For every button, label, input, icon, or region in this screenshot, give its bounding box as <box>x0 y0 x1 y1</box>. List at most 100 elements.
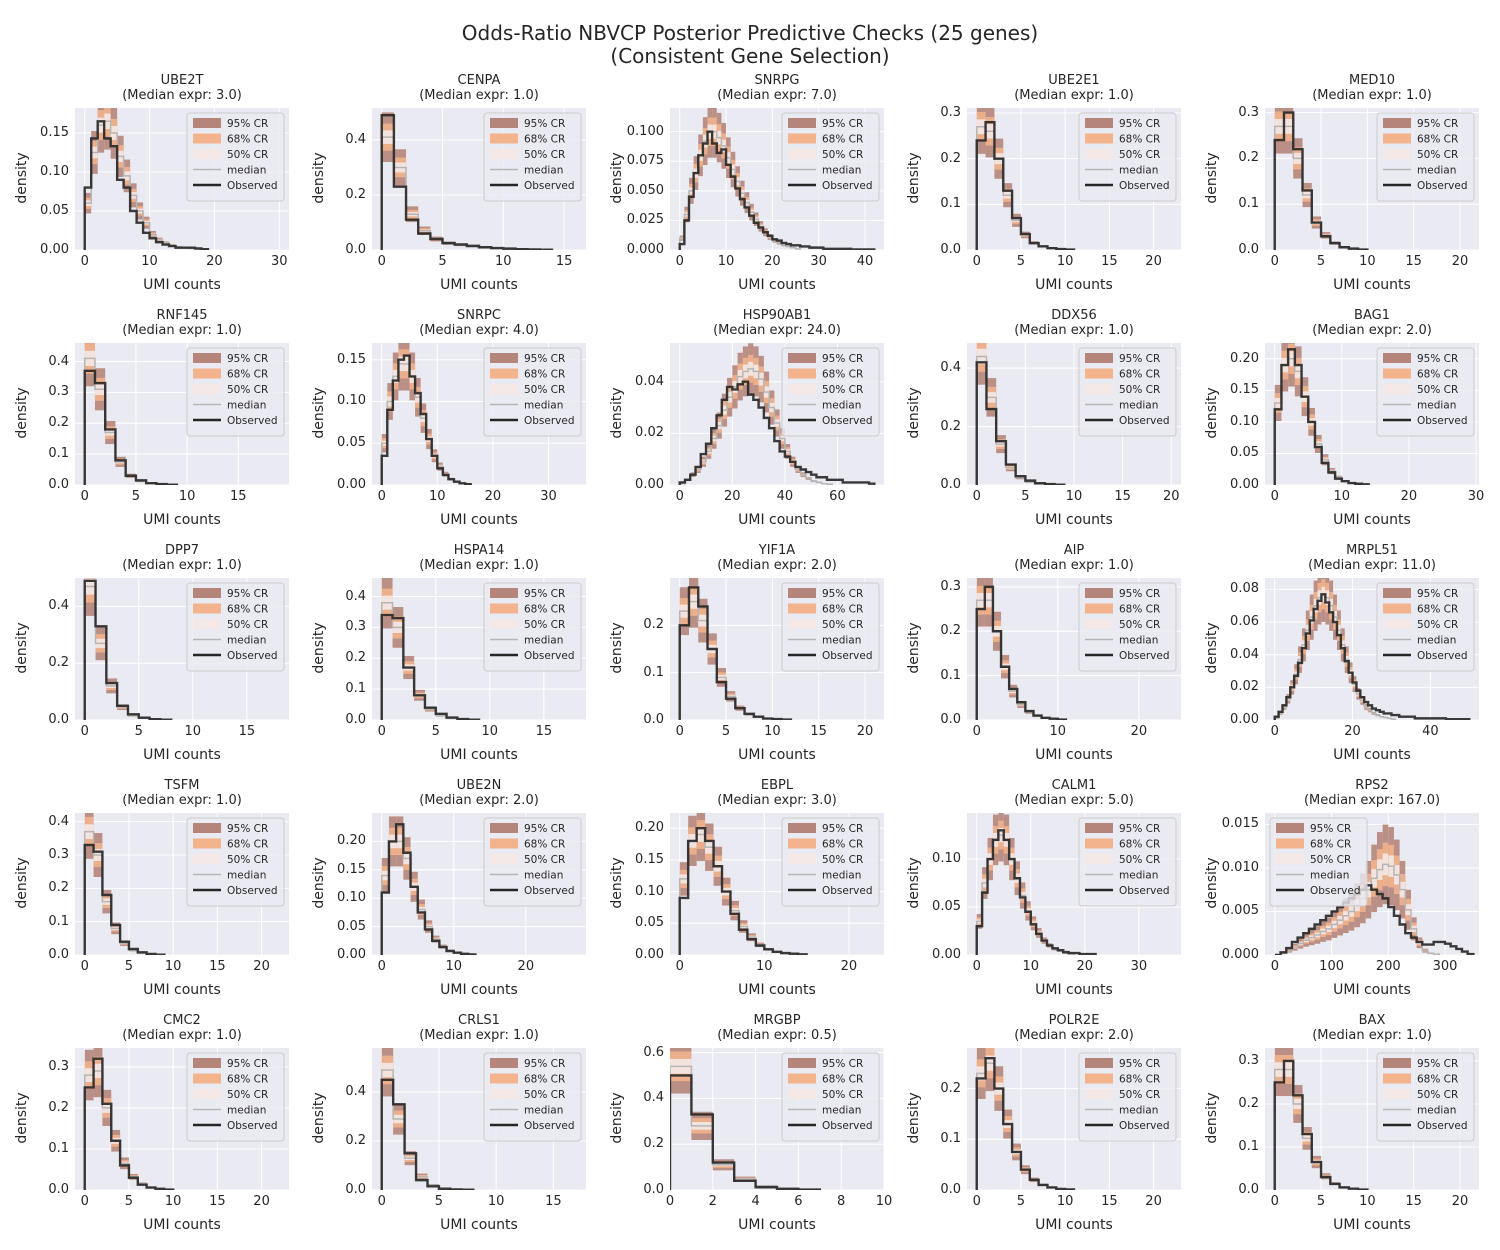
legend: 95% CR 68% CR 50% CR median Observed <box>1376 347 1475 437</box>
y-axis-label: density <box>311 857 327 909</box>
observed-line <box>975 120 1076 250</box>
x-tick-label: 20 <box>840 959 858 974</box>
subplot-tsfm: 95% CR 68% CR 50% CR median Observed <box>75 813 289 956</box>
legend-label: Observed <box>1119 1120 1170 1132</box>
legend-label: 95% CR <box>227 823 268 835</box>
x-tick-label: 15 <box>810 724 827 739</box>
y-tick-label: 0.15 <box>635 851 664 867</box>
y-tick-label: 0.0 <box>1238 1182 1259 1197</box>
legend-label: 50% CR <box>1119 149 1160 161</box>
subplot-subtitle: (Median expr: 5.0) <box>1014 793 1134 808</box>
y-tick-label: 0.04 <box>1230 646 1259 662</box>
subplot-subtitle: (Median expr: 0.5) <box>717 1028 837 1043</box>
legend-swatch <box>788 353 816 363</box>
y-tick-label: 0.3 <box>345 619 366 635</box>
x-tick-label: 0 <box>675 959 684 974</box>
legend-label: 50% CR <box>822 384 863 396</box>
subplot-title: MRGBP <box>753 1013 801 1028</box>
x-axis-label: UMI counts <box>1333 982 1411 998</box>
x-tick-label: 200 <box>1375 959 1401 974</box>
legend: 95% CR 68% CR 50% CR median Observed <box>186 1052 285 1142</box>
legend-swatch <box>1085 823 1113 833</box>
x-axis-label: UMI counts <box>1333 277 1411 293</box>
legend-swatch <box>1085 619 1113 629</box>
subplot-aip: 95% CR 68% CR 50% CR median Observed <box>967 578 1181 721</box>
y-axis-label: density <box>311 387 327 439</box>
x-tick-label: 20 <box>1130 724 1148 739</box>
legend-label: 68% CR <box>1119 1074 1160 1086</box>
legend: 95% CR 68% CR 50% CR median Observed <box>186 582 285 672</box>
x-tick-label: 20 <box>856 724 874 739</box>
legend-label: 50% CR <box>227 384 268 396</box>
y-axis-label: density <box>311 152 327 204</box>
legend-label: 50% CR <box>227 619 268 631</box>
x-tick-label: 10 <box>1333 489 1351 504</box>
legend-label: Observed <box>822 650 873 662</box>
legend: 95% CR 68% CR 50% CR median Observed <box>1078 817 1177 907</box>
observed-line <box>1273 1059 1369 1190</box>
observed-line <box>670 1074 821 1190</box>
legend-swatch <box>788 1089 816 1099</box>
x-tick-label: 10 <box>429 489 446 504</box>
x-tick-label: 0 <box>1270 489 1279 504</box>
x-tick-label: 15 <box>535 724 553 739</box>
y-tick-label: 0.0 <box>48 1182 69 1197</box>
legend-swatch <box>1276 838 1304 849</box>
x-tick-label: 10 <box>764 724 781 739</box>
x-tick-label: 20 <box>724 489 741 504</box>
y-tick-label: 0.2 <box>48 415 69 431</box>
legend-label: median <box>1310 870 1349 882</box>
subplot-subtitle: (Median expr: 1.0) <box>1014 558 1134 573</box>
x-tick-label: 40 <box>856 254 874 269</box>
y-tick-label: 0.20 <box>337 833 366 849</box>
subplot-title: RNF145 <box>156 308 208 323</box>
legend-label: Observed <box>1119 180 1170 192</box>
legend-swatch <box>1383 149 1411 159</box>
subplot-subtitle: (Median expr: 1.0) <box>1312 1028 1432 1043</box>
legend-swatch <box>1085 133 1113 144</box>
x-axis-label: UMI counts <box>1333 747 1411 763</box>
y-tick-label: 0.1 <box>940 1131 961 1147</box>
legend-swatch <box>193 1058 221 1068</box>
y-tick-label: 0.3 <box>1238 1052 1259 1068</box>
legend-label: 95% CR <box>1417 1058 1458 1070</box>
legend-label: 68% CR <box>1417 1074 1458 1086</box>
x-tick-label: 10 <box>875 1194 893 1209</box>
subplot-subtitle: (Median expr: 4.0) <box>419 323 539 338</box>
legend: 95% CR 68% CR 50% CR median Observed <box>1078 1052 1177 1142</box>
observed-line <box>83 120 210 250</box>
subplot-cmc2: 95% CR 68% CR 50% CR median Observed <box>75 1048 289 1191</box>
legend: 95% CR 68% CR 50% CR median Observed <box>186 347 285 437</box>
y-tick-label: 0.10 <box>337 890 366 906</box>
y-tick-label: 0.1 <box>1238 196 1259 212</box>
subplot-subtitle: (Median expr: 2.0) <box>1014 1028 1134 1043</box>
subplot-title: UBE2T <box>160 73 204 88</box>
x-tick-label: 0 <box>675 724 684 739</box>
x-tick-label: 8 <box>837 1194 846 1209</box>
y-tick-label: 0.06 <box>1230 614 1259 630</box>
x-axis-label: UMI counts <box>1035 1217 1113 1233</box>
observed-line <box>1274 884 1475 955</box>
x-tick-label: 10 <box>481 724 499 739</box>
legend-swatch <box>1085 588 1113 598</box>
x-tick-label: 5 <box>1016 254 1026 269</box>
legend-swatch <box>1085 384 1113 394</box>
legend-label: median <box>1417 1105 1456 1117</box>
x-axis-label: UMI counts <box>143 1217 221 1233</box>
x-tick-label: 20 <box>1145 254 1162 269</box>
legend: 95% CR 68% CR 50% CR median Observed <box>1376 1052 1475 1142</box>
subplot-title: SNRPG <box>754 73 800 88</box>
y-tick-label: 0.2 <box>1238 150 1259 166</box>
y-axis-label: density <box>609 857 625 909</box>
x-tick-label: 20 <box>1145 1194 1162 1209</box>
legend-swatch <box>788 603 816 614</box>
x-tick-label: 10 <box>445 959 463 974</box>
x-tick-label: 0 <box>377 254 386 269</box>
subplot-title: BAG1 <box>1354 308 1390 323</box>
legend-label: 95% CR <box>524 823 565 835</box>
legend-label: 95% CR <box>524 118 565 130</box>
legend-label: Observed <box>1417 415 1468 427</box>
y-tick-label: 0.15 <box>1230 382 1259 398</box>
y-tick-label: 0.2 <box>940 418 961 434</box>
legend-label: Observed <box>524 885 575 897</box>
